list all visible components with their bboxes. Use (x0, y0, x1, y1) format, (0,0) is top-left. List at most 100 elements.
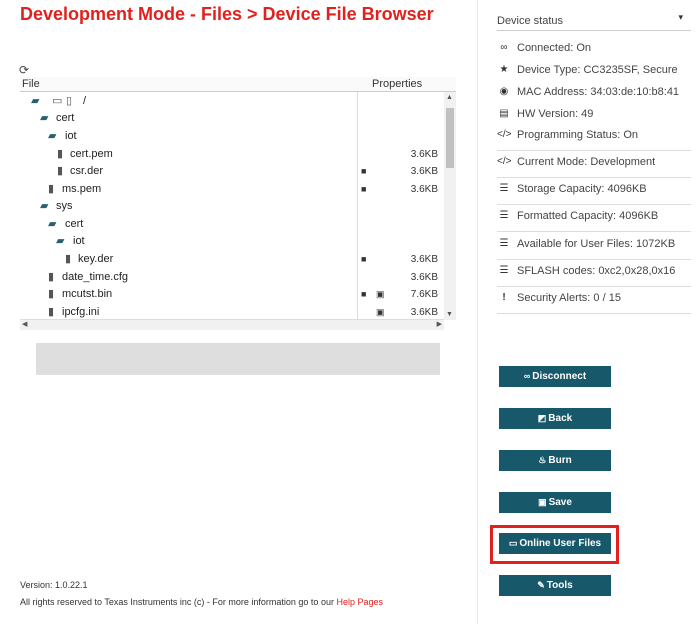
status-item-mode: </> Current Mode: Development (497, 156, 691, 178)
file-icon: ▮ (57, 148, 64, 160)
button-label: Tools (546, 580, 573, 591)
device-status-title: Device status (497, 15, 564, 27)
disconnect-button[interactable]: ∞ Disconnect (499, 366, 611, 387)
button-label: Back (548, 413, 573, 424)
tree-row-folder[interactable]: ▰ iot (20, 128, 440, 145)
file-size: 3.6KB (410, 166, 438, 177)
status-item-device-type: ★ Device Type: CC3235SF, Secure (497, 64, 691, 86)
save-button[interactable]: ▣ Save (499, 492, 611, 513)
copyright-label: All rights reserved to Texas Instruments… (20, 597, 337, 607)
file-icon: ▮ (48, 288, 55, 300)
tree-row-folder[interactable]: ▰ cert (20, 110, 440, 127)
horizontal-scrollbar[interactable]: ◀ ▶ (20, 320, 444, 330)
file-icon: ▮ (57, 165, 64, 177)
device-status-header[interactable]: Device status ▾ (497, 10, 691, 31)
fire-icon: ♨ (538, 455, 547, 465)
lock-icon: ■ (361, 254, 367, 264)
status-item-mac: ◉ MAC Address: 34:03:de:10:b8:41 (497, 86, 691, 108)
folder-open-icon: ▰ (56, 235, 65, 247)
link-icon: ∞ (523, 371, 531, 381)
page-title: Development Mode - Files > Device File B… (20, 4, 434, 24)
chevron-down-icon[interactable]: ▾ (678, 12, 683, 22)
status-item-sflash: ☰ SFLASH codes: 0xc2,0x28,0x16 (497, 265, 691, 287)
scroll-left-icon[interactable]: ◀ (22, 321, 28, 328)
button-label: Burn (548, 455, 572, 466)
lock-icon: ■ (361, 184, 367, 194)
folder-open-icon: ▰ (40, 112, 49, 124)
tree-label: key.der (78, 253, 114, 265)
tree-row-file[interactable]: ▮ key.der ■ 3.6KB (20, 251, 440, 268)
help-pages-link[interactable]: Help Pages (336, 597, 383, 607)
tree-row-folder[interactable]: ▰ sys (20, 198, 440, 215)
lock-icon: ■ (361, 166, 367, 176)
tree-row-file[interactable]: ▮ ipcfg.ini ▣ 3.6KB (20, 304, 440, 319)
status-item-formatted: ☰ Formatted Capacity: 4096KB (497, 210, 691, 232)
file-icon: ▮ (65, 253, 72, 265)
file-icon: ▮ (48, 271, 55, 283)
scroll-down-icon[interactable]: ▼ (446, 311, 453, 318)
file-icon: ▮ (48, 183, 55, 195)
status-text: Available for User Files: 1072KB (517, 238, 676, 250)
status-item-connected: ∞ Connected: On (497, 42, 691, 64)
folder-open-icon: ▰ (48, 130, 57, 142)
status-text: Current Mode: Development (517, 156, 656, 168)
tools-button[interactable]: ✎ Tools (499, 575, 611, 596)
code-icon: </> (497, 129, 512, 140)
scroll-right-icon[interactable]: ▶ (436, 321, 442, 328)
tree-label: iot (73, 235, 85, 247)
status-text: MAC Address: 34:03:de:10:b8:41 (517, 86, 680, 98)
tree-row-file[interactable]: ▮ ms.pem ■ 3.6KB (20, 181, 440, 198)
database-icon: ☰ (499, 265, 509, 276)
refresh-icon[interactable]: ⟳ (19, 63, 30, 77)
folder-open-icon: ▰ (31, 95, 40, 107)
tree-row-file[interactable]: ▮ csr.der ■ 3.6KB (20, 163, 440, 180)
tree-label: cert.pem (70, 148, 113, 160)
folder-open-icon: ▰ (48, 218, 57, 230)
status-text: Device Type: CC3235SF, Secure (517, 64, 678, 76)
tree-label: sys (56, 200, 73, 212)
folder-open-icon: ▰ (40, 200, 49, 212)
status-text: SFLASH codes: 0xc2,0x28,0x16 (517, 265, 676, 277)
status-text: Connected: On (517, 42, 591, 54)
tree-label: cert (65, 218, 84, 230)
tree-row-file[interactable]: ▮ cert.pem 3.6KB (20, 146, 440, 163)
scrollbar-thumb[interactable] (446, 108, 454, 168)
tree-row-root[interactable]: ▰ ▭ ▯ / (20, 93, 440, 110)
online-user-files-button[interactable]: ▭ Online User Files (499, 533, 611, 554)
tree-row-file[interactable]: ▮ mcutst.bin ■ ▣ 7.6KB (20, 286, 440, 303)
file-size: 7.6KB (410, 289, 438, 300)
back-icon: ◩ (537, 413, 547, 423)
table-header: File Properties (20, 77, 456, 92)
database-icon: ☰ (499, 183, 509, 194)
version-text: Version: 1.0.22.1 (20, 580, 88, 590)
status-text: Formatted Capacity: 4096KB (517, 210, 659, 222)
burn-button[interactable]: ♨ Burn (499, 450, 611, 471)
status-item-storage: ☰ Storage Capacity: 4096KB (497, 183, 691, 205)
status-item-available: ☰ Available for User Files: 1072KB (497, 238, 691, 260)
tree-label: / (83, 95, 87, 107)
highlight-box (490, 525, 619, 564)
file-size: 3.6KB (410, 272, 438, 283)
vertical-scrollbar[interactable]: ▲ ▼ (444, 92, 456, 320)
status-text: Security Alerts: 0 / 15 (517, 292, 621, 304)
back-button[interactable]: ◩ Back (499, 408, 611, 429)
status-text: HW Version: 49 (517, 108, 594, 120)
floppy-icon: ▣ (376, 307, 385, 317)
properties-panel (36, 343, 440, 375)
tree-row-folder[interactable]: ▰ cert (20, 216, 440, 233)
tree-row-file[interactable]: ▮ date_time.cfg 3.6KB (20, 269, 440, 286)
lock-icon: ■ (361, 289, 367, 299)
tree-label: mcutst.bin (62, 288, 113, 300)
file-browser-table: File Properties ▰ ▭ ▯ / ▰ cert ▰ iot ▮ c… (20, 77, 456, 330)
button-label: Save (548, 497, 572, 508)
column-divider (357, 92, 358, 320)
tree-label: cert (56, 112, 75, 124)
file-size: 3.6KB (410, 184, 438, 195)
scroll-up-icon[interactable]: ▲ (446, 94, 453, 101)
tree-label: iot (65, 130, 77, 142)
database-icon: ☰ (499, 210, 509, 221)
file-text-icon: ▯ (66, 95, 73, 107)
tree-label: date_time.cfg (62, 271, 129, 283)
tree-row-folder[interactable]: ▰ iot (20, 233, 440, 250)
copyright-text: All rights reserved to Texas Instruments… (20, 597, 383, 607)
